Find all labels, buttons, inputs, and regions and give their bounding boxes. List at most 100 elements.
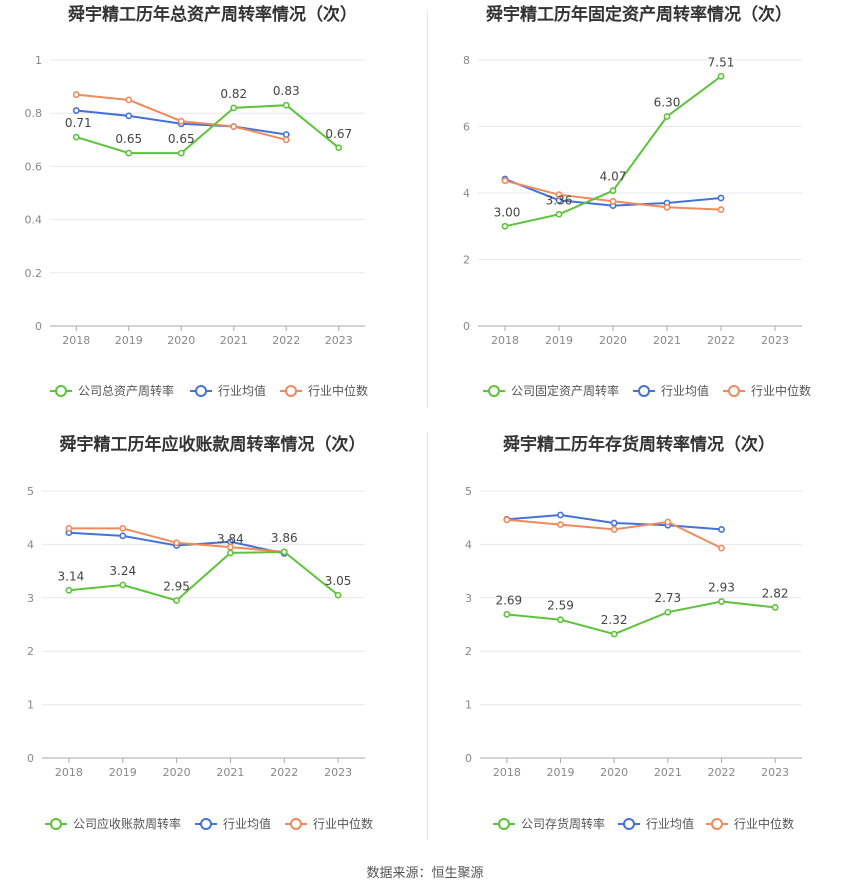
legend-swatch-marker <box>195 385 207 397</box>
data-point-company <box>664 608 672 616</box>
legend-swatch-marker <box>728 385 740 397</box>
legend-swatch-marker <box>200 818 212 830</box>
y-tick-label: 0.2 <box>25 267 43 280</box>
x-tick-label: 2021 <box>653 334 681 347</box>
data-point-industry-median <box>173 539 180 547</box>
data-point-industry-median <box>664 518 672 526</box>
data-point-industry-median <box>610 526 618 533</box>
x-tick-label: 2019 <box>547 766 575 779</box>
data-point-company <box>230 104 238 112</box>
data-point-industry-median <box>503 516 511 524</box>
data-point-industry-avg <box>718 526 725 533</box>
chart-inventory-turnover: 舜宇精工历年存货周转率情况（次） 0 1 2 3 4 5 2018 2019 2020 2021 20… <box>428 428 850 848</box>
data-label: 3.14 <box>58 569 85 583</box>
x-tick-label: 2018 <box>55 766 83 779</box>
legend-label: 行业均值 <box>661 383 709 398</box>
data-point-company <box>282 101 290 109</box>
data-label: 2.32 <box>601 613 628 627</box>
y-tick-label: 6 <box>463 121 470 134</box>
chart-total-asset-turnover: 舜宇精工历年总资产周转率情况（次） 0 0.2 0.4 0.6 0.8 1 2018 2019 2… <box>0 0 425 415</box>
data-point-company <box>609 187 617 195</box>
legend-label: 行业中位数 <box>313 816 373 831</box>
y-tick-label: 0 <box>465 752 472 765</box>
data-point-company <box>557 616 564 624</box>
data-point-company <box>663 113 671 120</box>
data-point-industry-avg <box>72 107 80 114</box>
legend-swatch-marker <box>290 818 302 830</box>
chart-fixed-asset-turnover: 舜宇精工历年固定资产周转率情况（次） 0 2 4 6 8 2018 2019 2020 2021 2… <box>428 0 850 415</box>
data-point-industry-median <box>557 521 564 529</box>
y-tick-label: 4 <box>27 538 34 551</box>
y-tick-label: 0.6 <box>25 160 43 173</box>
legend-swatch-marker <box>623 818 635 830</box>
data-label: 2.82 <box>762 586 789 600</box>
data-point-industry-median <box>663 203 671 211</box>
legend-swatch-marker <box>285 385 297 397</box>
y-tick-label: 0 <box>463 320 470 333</box>
y-tick-label: 1 <box>465 699 472 712</box>
data-label: 3.24 <box>109 564 136 578</box>
data-label: 0.67 <box>325 127 352 141</box>
data-point-industry-median <box>72 91 80 98</box>
data-point-company <box>555 210 563 218</box>
x-tick-label: 2019 <box>545 334 573 347</box>
data-point-company <box>334 591 342 599</box>
data-label: 0.65 <box>168 132 195 146</box>
data-point-industry-avg <box>119 532 127 540</box>
legend-label: 公司存货周转率 <box>521 816 605 831</box>
y-tick-label: 1 <box>35 54 42 67</box>
y-tick-label: 4 <box>463 187 470 200</box>
data-point-industry-median <box>555 191 563 199</box>
data-label: 2.59 <box>547 599 574 613</box>
data-point-company <box>125 149 133 157</box>
data-point-industry-median <box>125 96 133 104</box>
legend-label: 行业均值 <box>646 816 694 831</box>
legend-label: 行业中位数 <box>751 383 811 398</box>
y-tick-label: 3 <box>27 592 34 605</box>
legend-label: 行业中位数 <box>734 816 794 831</box>
data-label: 6.30 <box>654 96 681 110</box>
chart-title: 舜宇精工历年总资产周转率情况（次） <box>68 4 357 25</box>
data-point-industry-avg <box>717 194 725 202</box>
y-tick-label: 0.8 <box>25 107 43 120</box>
y-tick-label: 2 <box>27 645 34 658</box>
data-point-industry-median <box>119 524 127 532</box>
chart-title: 舜宇精工历年存货周转率情况（次） <box>503 434 775 455</box>
legend-label: 公司总资产周转率 <box>78 383 174 398</box>
chart-svg-2: 舜宇精工历年应收账款周转率情况（次） 0 1 2 3 4 5 2018 2019 2020 2021… <box>27 434 373 831</box>
legend-swatch-marker <box>638 385 650 397</box>
data-point-industry-avg <box>610 519 618 527</box>
data-point-company <box>717 72 725 80</box>
x-tick-label: 2022 <box>270 766 298 779</box>
data-point-company <box>718 598 725 605</box>
data-point-company <box>610 630 618 638</box>
legend-swatch-marker <box>55 385 67 397</box>
data-point-industry-avg <box>282 131 290 138</box>
x-tick-label: 2022 <box>272 334 300 347</box>
data-label: 2.73 <box>654 591 681 605</box>
data-point-industry-avg <box>557 511 564 519</box>
x-tick-label: 2020 <box>163 766 191 779</box>
x-tick-label: 2023 <box>761 334 789 347</box>
divider-bottom <box>427 432 428 840</box>
x-tick-label: 2021 <box>220 334 248 347</box>
x-tick-label: 2020 <box>599 334 627 347</box>
data-label: 3.00 <box>494 205 521 219</box>
data-point-industry-avg <box>125 112 133 120</box>
data-point-industry-median <box>718 544 725 552</box>
source-label: 数据来源：恒生聚源 <box>366 866 484 881</box>
legend-label: 公司固定资产周转率 <box>511 383 619 398</box>
data-label: 3.84 <box>217 532 244 546</box>
data-point-company <box>177 149 185 157</box>
x-tick-label: 2022 <box>707 334 735 347</box>
x-tick-label: 2019 <box>109 766 137 779</box>
x-tick-label: 2021 <box>654 766 682 779</box>
legend-label: 行业均值 <box>218 383 266 398</box>
data-point-industry-median <box>65 524 73 532</box>
divider-top <box>427 10 428 408</box>
x-tick-label: 2022 <box>708 766 736 779</box>
legend-label: 行业中位数 <box>308 383 368 398</box>
series-line-company <box>506 600 776 636</box>
data-label: 3.86 <box>271 531 298 545</box>
chart-title: 舜宇精工历年应收账款周转率情况（次） <box>60 434 366 455</box>
